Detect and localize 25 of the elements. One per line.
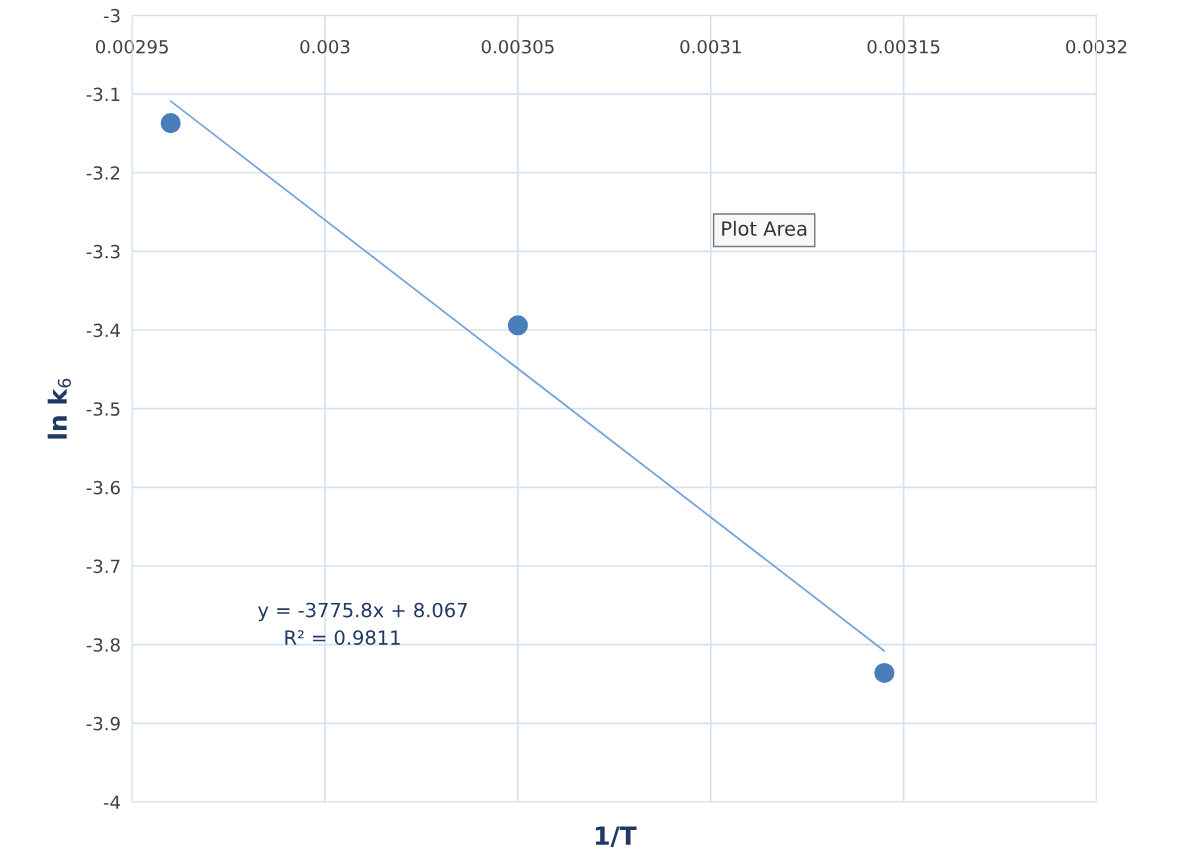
annotation: Plot Area — [722, 220, 807, 236]
y-tick-label: -3.3 — [86, 244, 120, 259]
point — [160, 113, 181, 134]
y-axis-title: ln k$_{6}$ — [47, 378, 72, 439]
y-tick-label: -4 — [103, 795, 120, 809]
annotation: y = -3775.8x + 8.067 — [258, 602, 467, 622]
x-tick-label: 0.0032 — [1066, 39, 1127, 54]
annotation: R² = 0.9811 — [285, 630, 400, 645]
x-tick-label: 0.00295 — [95, 39, 168, 54]
y-tick-label: -3.4 — [86, 323, 120, 338]
point — [507, 315, 528, 336]
y-tick-label: -3.7 — [86, 559, 120, 574]
y-tick-label: -3 — [103, 8, 120, 23]
x-tick-label: 0.003 — [300, 39, 350, 54]
y-tick-label: -3.5 — [86, 402, 120, 416]
y-tick-label: -3.2 — [86, 166, 120, 180]
y-tick-label: -3.6 — [86, 480, 120, 495]
x-tick-label: 0.00305 — [481, 39, 554, 54]
y-tick-label: -3.1 — [86, 87, 120, 102]
point — [874, 662, 895, 684]
y-tick-label: -3.9 — [86, 716, 120, 731]
x-tick-label: 0.0031 — [680, 39, 741, 54]
x-tick-label: 0.00315 — [867, 39, 940, 54]
y-tick-label: -3.8 — [86, 638, 120, 652]
x-axis-title: 1/T — [595, 826, 637, 848]
